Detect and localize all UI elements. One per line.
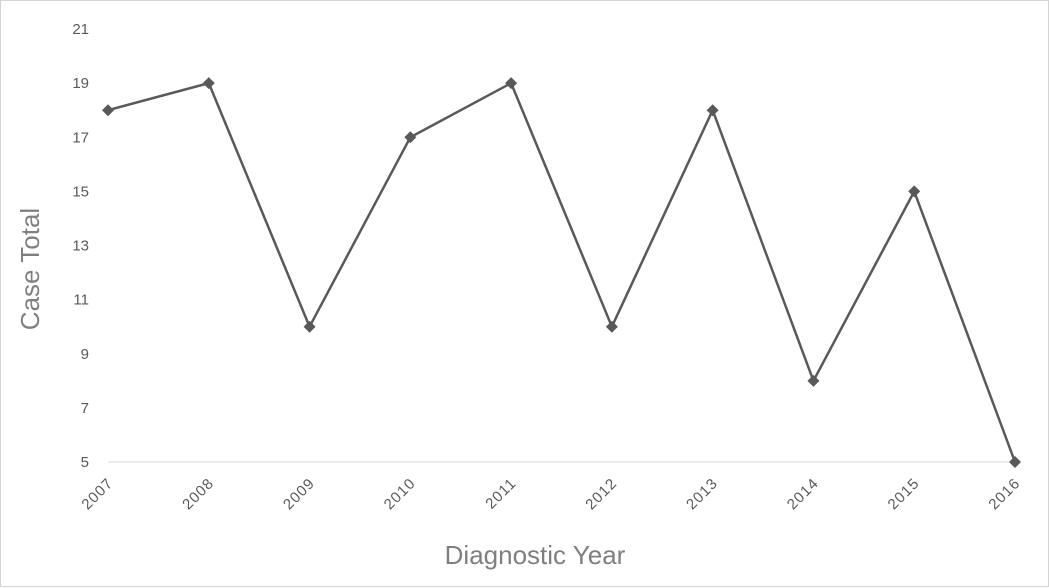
y-tick-label: 13 (72, 238, 89, 255)
x-axis-ticks: 2007 2008 2009 2010 2011 2012 2013 2014 2015 2016 (78, 475, 1023, 513)
data-point-marker (807, 374, 820, 387)
y-axis-ticks: 5 7 9 11 13 15 17 19 21 (72, 21, 89, 471)
x-tick-label: 2015 (885, 475, 923, 513)
y-tick-label: 21 (72, 21, 89, 38)
data-point-marker (505, 77, 518, 90)
data-point-marker (706, 104, 719, 117)
series-line (107, 81, 1017, 463)
data-point-marker (202, 77, 215, 90)
data-point-marker (908, 185, 921, 198)
y-tick-label: 9 (81, 346, 89, 363)
x-axis-title: Diagnostic Year (445, 540, 626, 570)
x-tick-label: 2009 (280, 475, 318, 513)
data-point-marker (404, 131, 417, 144)
x-tick-label: 2014 (784, 475, 822, 513)
series-group (102, 77, 1021, 468)
data-point-marker (102, 104, 114, 117)
y-axis-title: Case Total (15, 208, 45, 330)
x-tick-label: 2010 (381, 475, 419, 513)
x-tick-label: 2013 (683, 475, 721, 513)
y-tick-label: 11 (73, 292, 89, 309)
y-tick-label: 15 (72, 183, 89, 200)
x-tick-label: 2016 (985, 475, 1023, 513)
data-point-marker (1009, 456, 1021, 468)
x-tick-label: 2008 (179, 475, 217, 513)
y-tick-label: 7 (81, 400, 89, 417)
y-tick-label: 17 (72, 129, 89, 146)
y-tick-label: 19 (72, 75, 89, 92)
data-point-marker (303, 320, 316, 333)
y-tick-label: 5 (81, 454, 89, 471)
x-tick-label: 2007 (78, 475, 116, 513)
x-tick-label: 2012 (582, 475, 620, 513)
data-point-marker (605, 320, 618, 333)
x-tick-label: 2011 (482, 475, 520, 513)
